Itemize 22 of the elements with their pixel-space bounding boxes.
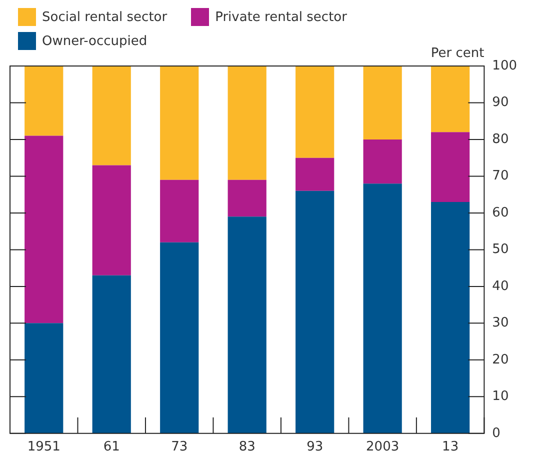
y-tick-label: 30 bbox=[492, 316, 509, 331]
y-tick-label: 50 bbox=[492, 242, 509, 258]
x-tick-label: 13 bbox=[442, 440, 459, 455]
x-tick-label: 83 bbox=[238, 440, 256, 455]
y-tick-label: 80 bbox=[492, 132, 509, 147]
legend-label: Social rental sector bbox=[42, 10, 168, 24]
y-tick-label: 10 bbox=[492, 389, 509, 404]
y-tick-label: 20 bbox=[492, 352, 509, 368]
x-tick-label: 1951 bbox=[27, 440, 60, 455]
y-tick-label: 70 bbox=[492, 168, 509, 184]
x-tick-label: 73 bbox=[171, 440, 188, 455]
y-tick-label: 60 bbox=[492, 205, 509, 220]
y-tick-label: 40 bbox=[492, 278, 509, 294]
x-tick-label: 61 bbox=[103, 440, 120, 455]
legend-label: Private rental sector bbox=[215, 10, 347, 24]
x-tick-label: 93 bbox=[306, 440, 324, 455]
y-axis-title: Per cent bbox=[430, 46, 484, 61]
y-tick-label: 0 bbox=[492, 426, 500, 441]
y-tick-label: 100 bbox=[492, 58, 518, 74]
y-tick-label: 90 bbox=[492, 95, 509, 110]
legend-label: Owner-occupied bbox=[42, 34, 148, 48]
x-tick-label: 2003 bbox=[366, 440, 400, 455]
